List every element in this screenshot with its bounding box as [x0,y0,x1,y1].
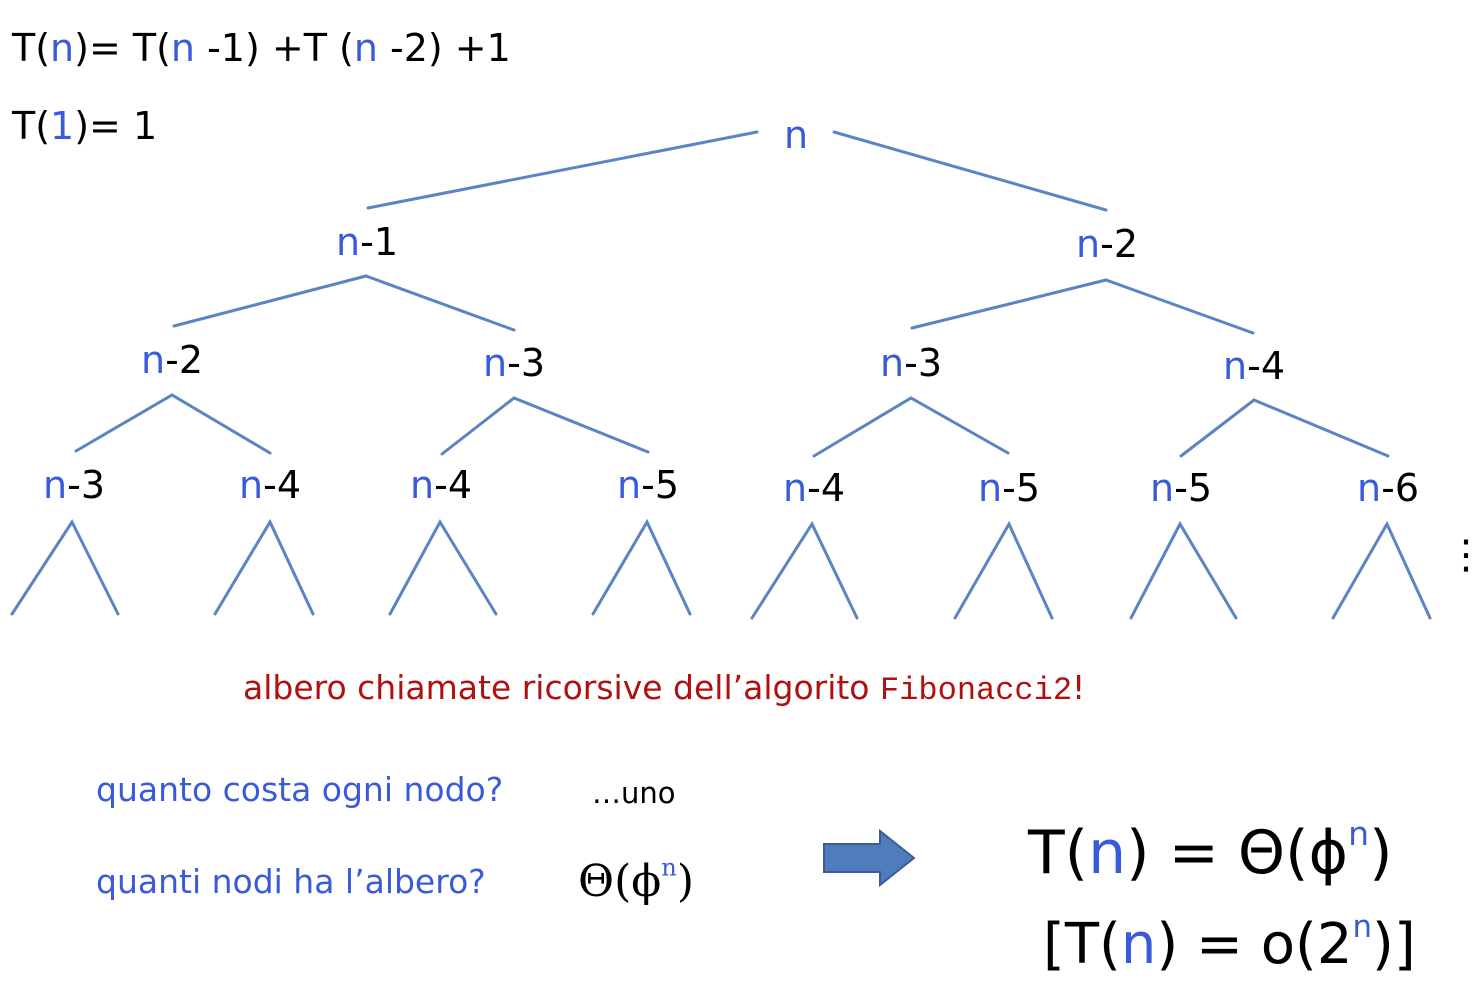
right-arrow-icon [823,828,916,888]
subtree-triangle [1129,520,1238,620]
subtree-triangle [953,520,1054,620]
tree-node: n-3 [43,463,105,507]
tree-edge [812,396,1010,458]
subtree-triangle [10,518,120,616]
subtree-triangle [1331,520,1432,620]
tree-node: n-3 [880,341,942,385]
tree-edge [832,130,1108,212]
tree-node: n-5 [1150,466,1212,510]
tree-edge [172,274,516,332]
tree-node: n-4 [783,466,845,510]
recurrence-formula: T(n)= T(n -1) +T (n -2) +1 [12,26,511,70]
result-little-o: [T(n) = o(2n)] [1043,908,1416,977]
tree-edge [910,278,1255,335]
subtree-triangle [388,518,498,616]
subtree-triangle [213,518,315,616]
tree-node: n-2 [141,338,203,382]
tree-node: n-4 [239,463,301,507]
question-node-count: quanti nodi ha l’albero? [96,862,486,901]
answer-node-count: Θ(ϕn) [578,853,694,907]
tree-edge [74,393,272,455]
tree-node: n-5 [978,466,1040,510]
tree-node: n-2 [1076,222,1138,266]
tree-node: n-1 [336,220,398,264]
tree-edge [1179,398,1390,458]
result-theta: T(n) = Θ(ϕn) [1028,813,1393,888]
tree-node: n-6 [1357,466,1419,510]
tree-node-root: n [783,113,809,157]
answer-node-cost: …uno [592,776,676,810]
base-case-formula: T(1)= 1 [12,104,158,148]
tree-node: n-4 [410,463,472,507]
tree-edge [440,396,650,456]
tree-edge [366,130,759,210]
tree-caption: albero chiamate ricorsive dell’algorito … [243,668,1086,709]
tree-node: n-5 [617,463,679,507]
subtree-triangle [591,518,692,616]
tree-node: n-4 [1223,344,1285,388]
vertical-ellipsis: ⋮ [1446,532,1476,578]
recursion-tree-edges [10,130,1432,620]
subtree-triangle [750,520,859,620]
tree-node: n-3 [483,341,545,385]
question-node-cost: quanto costa ogni nodo? [96,770,504,809]
